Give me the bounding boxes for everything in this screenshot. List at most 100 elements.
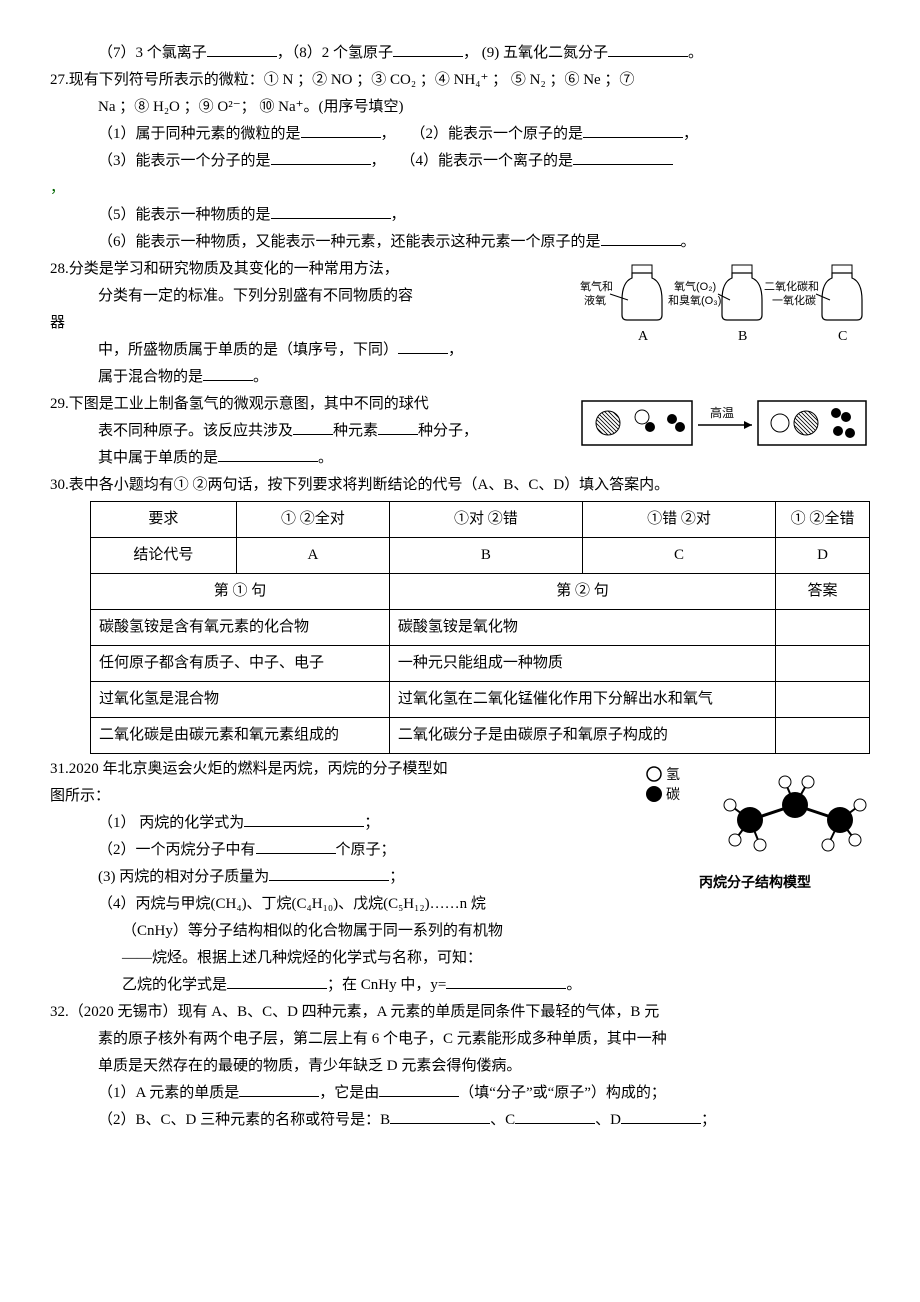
r0ans: [776, 610, 870, 646]
q32-s1c: （填“分子”或“原子”）构成的；: [459, 1085, 666, 1101]
code-A: A: [236, 538, 389, 574]
hdr-ba: ①错 ②对: [582, 502, 775, 538]
bottle-c-letter: C: [838, 329, 847, 344]
q31-s4d3: 。: [566, 977, 581, 993]
q28-l4b: 。: [253, 369, 268, 385]
q31-s4d1: 乙烷的化学式是: [122, 977, 227, 993]
table-row: 二氧化碳是由碳元素和氧元素组成的 二氧化碳分子是由碳原子和氧原子构成的: [91, 718, 870, 754]
r1ans: [776, 646, 870, 682]
blank: [621, 1108, 701, 1124]
hdr-bb: ① ②全错: [776, 502, 870, 538]
blank: [583, 122, 683, 138]
q29-l3b: 。: [318, 450, 333, 466]
q29-l2a: 表不同种原子。该反应共涉及: [98, 423, 293, 439]
colhdr-2: 第 ② 句: [389, 574, 775, 610]
q28-l1t: 分类是学习和研究物质及其变化的一种常用方法，: [69, 261, 399, 277]
blank: [271, 149, 371, 165]
q26-end: 。: [688, 45, 703, 61]
blank: [378, 419, 418, 435]
q29-l1t: 下图是工业上制备氢气的微观示意图，其中不同的球代: [69, 396, 429, 412]
q30-stemtext: 表中各小题均有① ②两句话，按下列要求将判断结论的代号（A、B、C、D）填入答案…: [69, 477, 669, 493]
code-label: 结论代号: [91, 538, 237, 574]
r0c1: 碳酸氢铵是含有氧元素的化合物: [91, 610, 390, 646]
q31-s3: (3) 丙烷的相对分子质量为 ；: [50, 864, 630, 891]
blank: [227, 973, 327, 989]
q27-s3b: ， （4）能表示一个离子的是: [371, 153, 574, 169]
propane-svg: 氢 碳: [640, 760, 870, 870]
q26-p7: （7）3 个氯离子: [98, 45, 207, 61]
q32-s2a: （2）B、C、D 三种元素的名称或符号是：B: [98, 1112, 390, 1128]
blank: [393, 41, 463, 57]
q27-stem2: Na ；⑧ H₂O ；⑨ O²⁻； ⑩ Na⁺。(用序号填空): [50, 94, 870, 121]
q31-s2b: 个原子；: [336, 842, 396, 858]
table-row: 要求 ① ②全对 ①对 ②错 ①错 ②对 ① ②全错: [91, 502, 870, 538]
q28-l3: 中，所盛物质属于单质的是（填序号，下同），: [50, 337, 560, 364]
q31-stemtext: 2020 年北京奥运会火炬的燃料是丙烷，丙烷的分子模型如: [69, 761, 448, 777]
q29-block: 29.下图是工业上制备氢气的微观示意图，其中不同的球代 表不同种原子。该反应共涉…: [50, 391, 570, 472]
bottle-a-letter: A: [638, 329, 649, 344]
q32-s2c: 、D: [595, 1112, 621, 1128]
q31-s3end: ；: [389, 869, 404, 885]
blank: [203, 365, 253, 381]
q27-s5end: ，: [391, 207, 406, 223]
q27-stem: 27.现有下列符号所表示的微粒：① N ；② NO ；③ CO₂ ；④ NH₄⁺…: [50, 67, 870, 94]
hdr-aa: ① ②全对: [236, 502, 389, 538]
table-row: 任何原子都含有质子、中子、电子 一种元只能组成一种物质: [91, 646, 870, 682]
q32-s2b: 、C: [490, 1112, 515, 1128]
q27-sub6: （6）能表示一种物质，又能表示一种元素，还能表示这种元素一个原子的是。: [50, 229, 870, 256]
q32-s1b: ，它是由: [319, 1085, 379, 1101]
table-row: 结论代号 A B C D: [91, 538, 870, 574]
r3c1: 二氧化碳是由碳元素和氧元素组成的: [91, 718, 390, 754]
blank: [390, 1108, 490, 1124]
q31-s4c: ——烷烃。根据上述几种烷烃的化学式与名称，可知：: [50, 945, 630, 972]
bottle-b-l2: 和臭氧(O₃): [668, 293, 721, 307]
r3c2: 二氧化碳分子是由碳原子和氧原子构成的: [389, 718, 775, 754]
blank: [239, 1081, 319, 1097]
q26-p8: ，（8）2 个氢原子: [277, 45, 393, 61]
blank: [398, 338, 448, 354]
blank: [446, 973, 566, 989]
r3ans: [776, 718, 870, 754]
q27-s5: （5）能表示一种物质的是: [98, 207, 271, 223]
blank: [608, 41, 688, 57]
q29-l3a: 其中属于单质的是: [98, 450, 218, 466]
code-D: D: [776, 538, 870, 574]
r1c1: 任何原子都含有质子、中子、电子: [91, 646, 390, 682]
legend-c: 碳: [666, 787, 680, 803]
reaction-svg: 高温: [580, 395, 870, 451]
q31-s1t: （1） 丙烷的化学式为: [98, 815, 244, 831]
bottle-a-l2: 液氧: [584, 293, 606, 307]
q28-block: 28.分类是学习和研究物质及其变化的一种常用方法， 分类有一定的标准。下列分别盛…: [50, 256, 560, 391]
q31-s3t: (3) 丙烷的相对分子质量为: [98, 869, 269, 885]
q32-s1: （1）A 元素的单质是，它是由（填“分子”或“原子”）构成的；: [50, 1080, 870, 1107]
q28-num: 28.: [50, 261, 69, 277]
q31-s4a: （4）丙烷与甲烷(CH₄)、丁烷(C₄H₁₀)、戊烷(C₅H₁₂)……n 烷: [50, 891, 630, 918]
r2c1: 过氧化氢是混合物: [91, 682, 390, 718]
q27-num: 27.: [50, 72, 69, 88]
q32-num: 32.: [50, 1004, 69, 1020]
bottles-figure: 氧气和 液氧 A 氧气(O₂) 和臭氧(O₃) B 二氧化碳和 一氧化碳 C: [570, 260, 870, 350]
q32-stem1t: （2020 无锡市）现有 A、B、C、D 四种元素，A 元素的单质是同条件下最轻…: [69, 1004, 659, 1020]
q27-sub12: （1）属于同种元素的微粒的是， （2）能表示一个原子的是，: [50, 121, 870, 148]
hdr-req: 要求: [91, 502, 237, 538]
q32-stem3: 单质是天然存在的最硬的物质，青少年缺乏 D 元素会得佝偻病。: [50, 1053, 870, 1080]
q27-s3a: （3）能表示一个分子的是: [98, 153, 271, 169]
q27-s1c: ，: [683, 126, 698, 142]
q28-l3a: 中，所盛物质属于单质的是（填序号，下同）: [98, 342, 398, 358]
blank: [301, 122, 381, 138]
q31-s4b: （CnHy）等分子结构相似的化合物属于同一系列的有机物: [50, 918, 630, 945]
bottle-b-l1: 氧气(O₂): [674, 279, 716, 293]
q31-s4d: 乙烷的化学式是；在 CnHy 中，y=。: [50, 972, 630, 999]
table-row: 过氧化氢是混合物 过氧化氢在二氧化锰催化作用下分解出水和氧气: [91, 682, 870, 718]
q29-l1: 29.下图是工业上制备氢气的微观示意图，其中不同的球代: [50, 391, 570, 418]
q29-l2b: 种元素: [333, 423, 378, 439]
propane-figure: 氢 碳: [640, 760, 870, 895]
arrow-label: 高温: [710, 405, 734, 420]
q32-stem1: 32.（2020 无锡市）现有 A、B、C、D 四种元素，A 元素的单质是同条件…: [50, 999, 870, 1026]
q31-stem: 31.2020 年北京奥运会火炬的燃料是丙烷，丙烷的分子模型如: [50, 756, 630, 783]
r0c2: 碳酸氢铵是氧化物: [389, 610, 775, 646]
colhdr-ans: 答案: [776, 574, 870, 610]
q27-stem1: 现有下列符号所表示的微粒：① N ；② NO ；③ CO₂ ；④ NH₄⁺ ； …: [69, 72, 635, 88]
q28-l4: 属于混合物的是。: [50, 364, 560, 391]
q30-table: 要求 ① ②全对 ①对 ②错 ①错 ②对 ① ②全错 结论代号 A B C D …: [90, 501, 870, 754]
